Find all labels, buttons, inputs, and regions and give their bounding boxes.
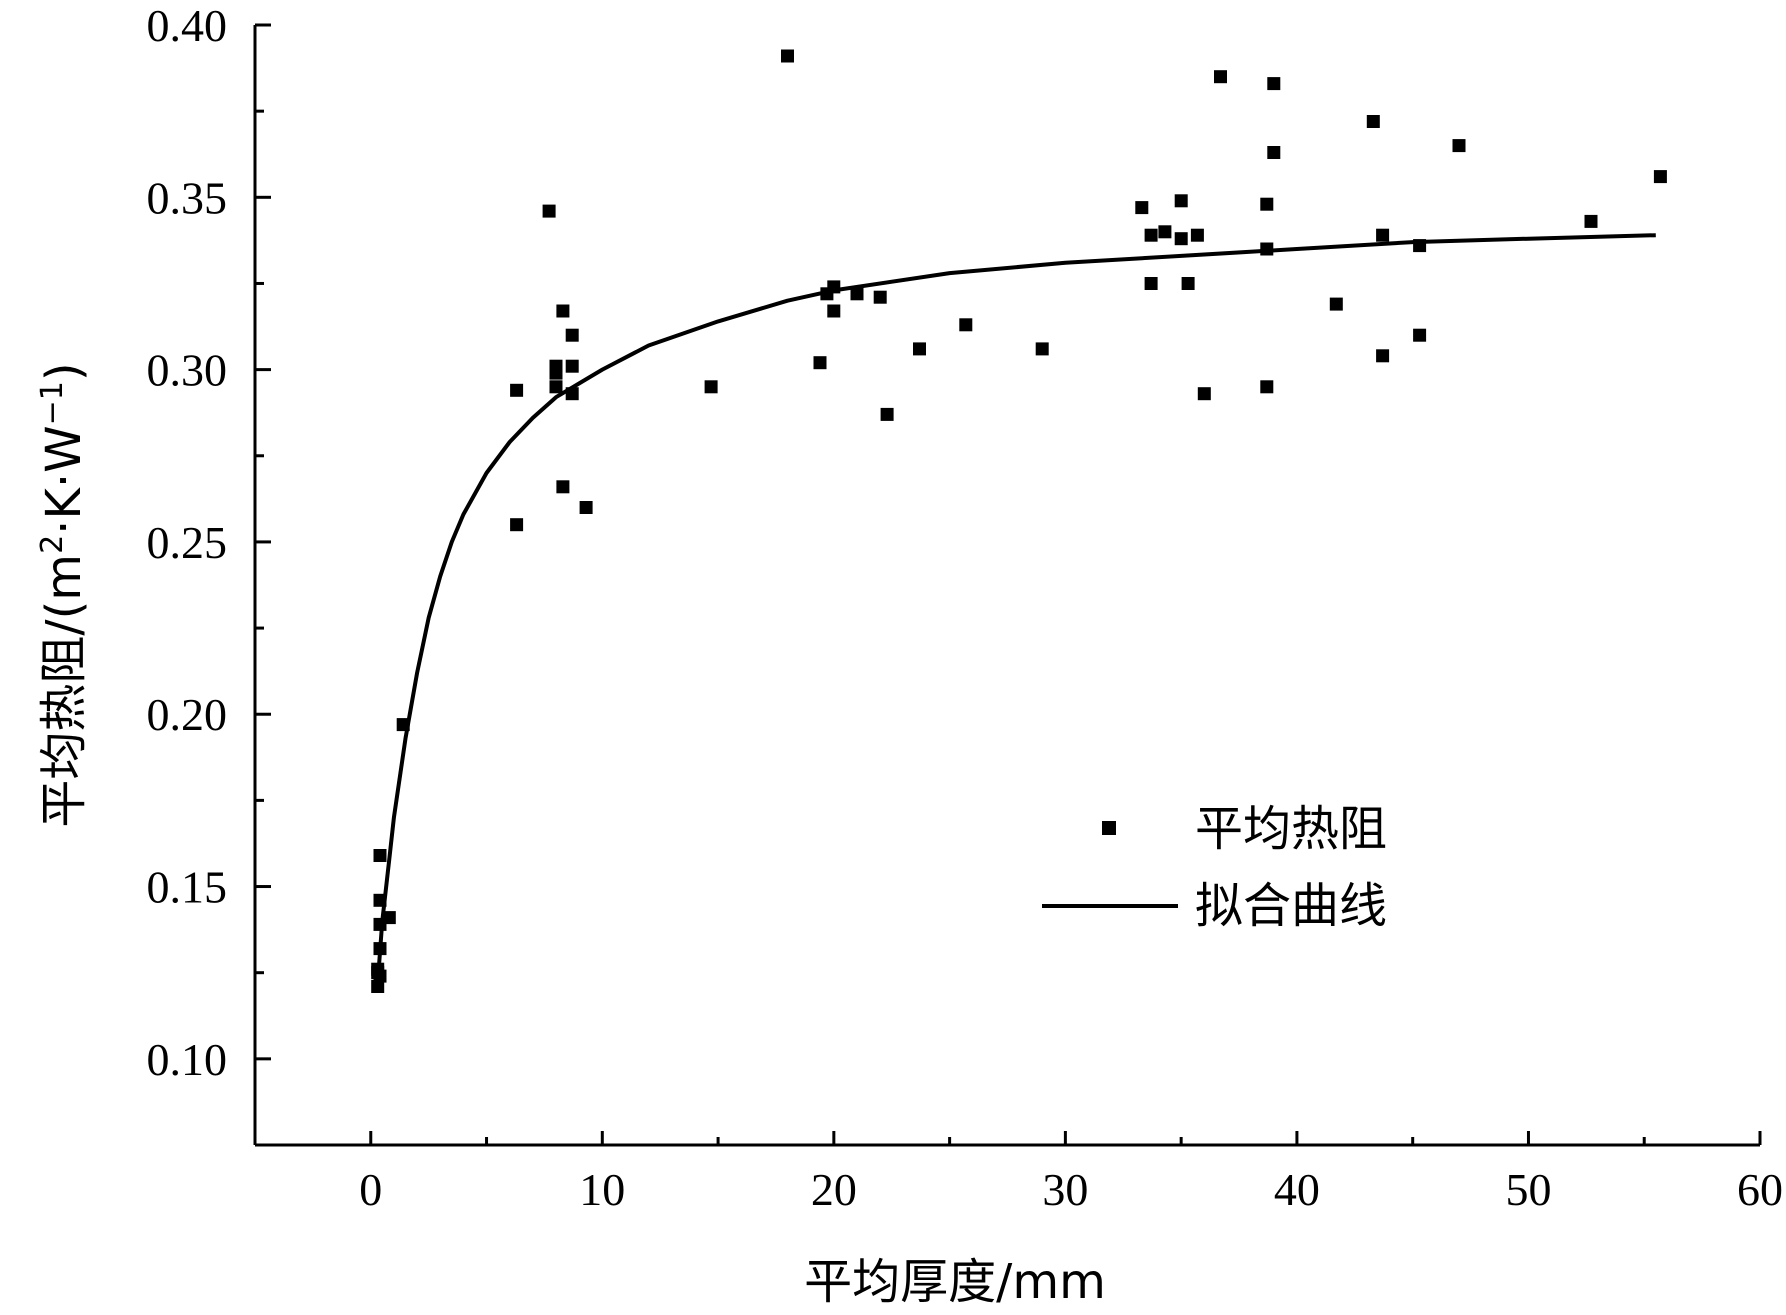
y-axis-title-end: ) — [36, 362, 92, 381]
scatter-point — [565, 328, 579, 342]
x-tick-label: 30 — [1042, 1164, 1088, 1215]
scatter-point — [1174, 232, 1188, 246]
scatter-point — [1181, 277, 1195, 290]
scatter-point — [1413, 328, 1427, 342]
x-tick-label: 0 — [359, 1164, 382, 1215]
x-tick-label: 60 — [1737, 1164, 1783, 1215]
scatter-point — [850, 287, 864, 301]
scatter-point — [556, 304, 570, 318]
scatter-point — [373, 849, 387, 862]
x-ticks: 0 10 20 30 40 50 60 — [253, 1131, 1783, 1215]
y-axis-title-sup2: −1 — [35, 381, 70, 425]
x-tick-label: 20 — [811, 1164, 857, 1215]
scatter-point — [1144, 277, 1158, 290]
scatter-point — [549, 380, 563, 394]
scatter-point — [827, 280, 841, 294]
scatter-point — [1260, 380, 1274, 394]
scatter-point — [1260, 197, 1274, 211]
scatter-point — [1584, 214, 1598, 228]
scatter-point — [1376, 228, 1390, 242]
scatter-point — [373, 942, 387, 956]
scatter-point — [1214, 70, 1227, 84]
scatter-point — [1174, 194, 1188, 208]
scatter-point — [579, 501, 593, 514]
scatter-point — [1413, 239, 1427, 253]
scatter-point — [1452, 139, 1466, 153]
scatter-point — [1144, 228, 1158, 242]
scatter-point — [1653, 170, 1667, 184]
scatter-point — [510, 518, 524, 532]
y-ticks: 0.10 0.15 0.20 0.25 0.30 0.35 0.40 — [147, 0, 271, 1085]
y-axis-title-mid: ·K·W — [36, 425, 92, 534]
scatter-point — [373, 893, 387, 907]
axes — [253, 25, 1760, 1147]
fit-curve — [375, 233, 1656, 984]
scatter-point — [913, 342, 926, 356]
scatter-point — [704, 380, 718, 394]
scatter-point — [880, 407, 894, 421]
scatter-point — [827, 304, 841, 318]
legend-line-label: 拟合曲线 — [1195, 878, 1387, 934]
scatter-point — [549, 359, 563, 373]
scatter-point — [873, 290, 887, 304]
scatter-point — [1366, 115, 1380, 128]
y-axis-title-main: 平均热阻/(m — [36, 554, 92, 828]
scatter-point — [396, 718, 410, 732]
scatter-point — [813, 356, 827, 370]
scatter-point — [542, 204, 556, 218]
y-tick-label: 0.20 — [147, 689, 228, 740]
y-tick-label: 0.25 — [147, 517, 228, 568]
scatter-point — [371, 980, 385, 993]
scatter-point — [1260, 242, 1274, 256]
y-tick-label: 0.40 — [147, 0, 228, 51]
scatter-point — [1267, 77, 1281, 91]
y-tick-label: 0.30 — [147, 345, 228, 396]
legend: 平均热阻 拟合曲线 — [1042, 801, 1387, 934]
fit-curve-line — [375, 233, 1656, 984]
scatter-point — [510, 383, 524, 397]
scatter-points — [371, 49, 1667, 993]
scatter-point — [959, 318, 973, 332]
scatter-point — [1035, 342, 1049, 356]
y-tick-label: 0.35 — [147, 172, 228, 223]
scatter-point — [1190, 228, 1204, 242]
y-axis-title-sup1: 2 — [35, 535, 70, 554]
y-axis-title: 平均热阻/(m2·K·W−1) — [35, 362, 92, 827]
y-tick-label: 0.10 — [147, 1034, 228, 1085]
scatter-point — [1267, 146, 1281, 159]
y-tick-label: 0.15 — [147, 862, 228, 913]
scatter-point — [565, 387, 579, 401]
scatter-point — [781, 49, 794, 63]
scatter-point — [371, 966, 385, 980]
x-tick-label: 50 — [1505, 1164, 1551, 1215]
scatter-point — [1376, 349, 1390, 363]
scatter-point — [1135, 201, 1149, 215]
legend-scatter-marker — [1102, 821, 1116, 835]
legend-scatter-label: 平均热阻 — [1195, 801, 1387, 857]
scatter-point — [556, 480, 570, 494]
scatter-point — [565, 359, 579, 373]
x-tick-label: 10 — [579, 1164, 625, 1215]
x-axis-title: 平均厚度/mm — [804, 1254, 1106, 1310]
scatter-point — [1158, 225, 1172, 239]
scatter-point — [1329, 297, 1343, 311]
scatter-point — [382, 911, 396, 925]
scatter-point — [1197, 387, 1211, 401]
x-tick-label: 40 — [1274, 1164, 1320, 1215]
